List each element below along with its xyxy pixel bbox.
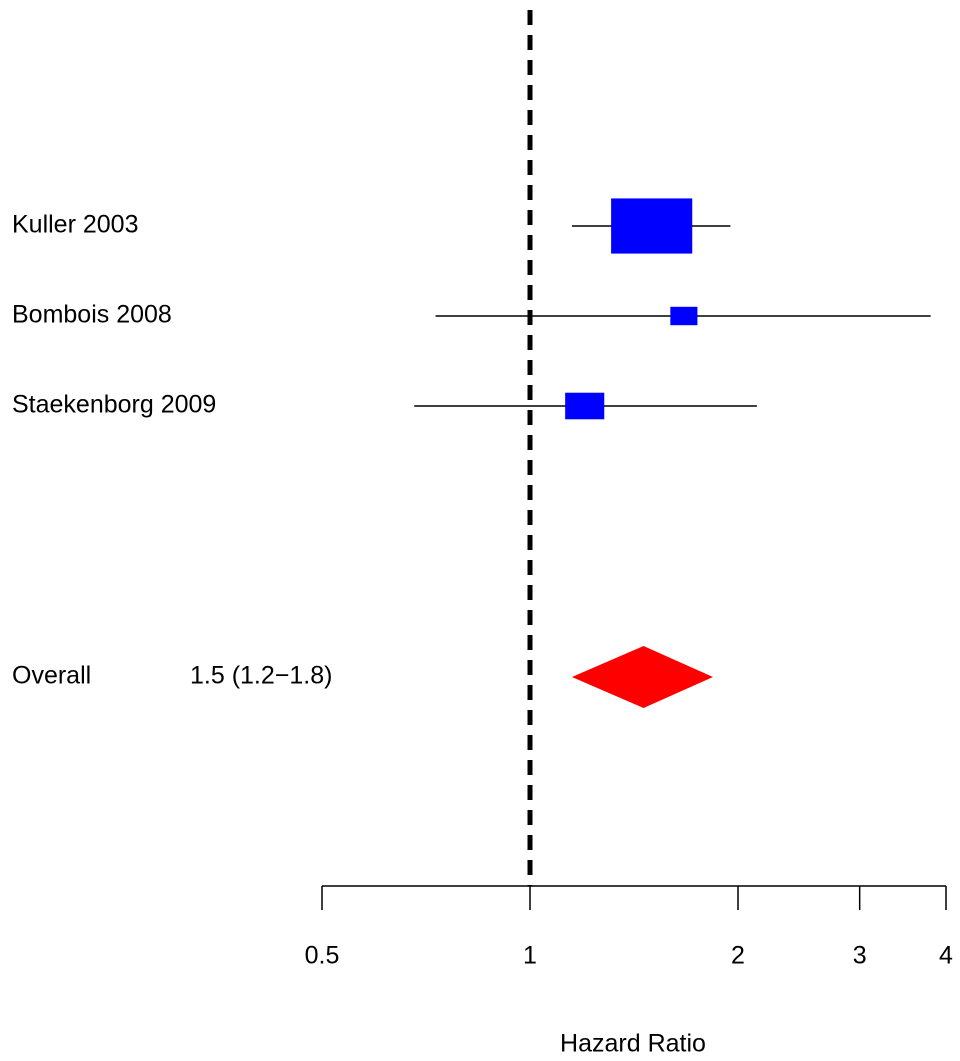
study-box <box>670 306 698 326</box>
x-tick-label: 0.5 <box>305 942 340 970</box>
x-tick-label: 2 <box>731 942 745 970</box>
x-tick-label: 1 <box>523 942 537 970</box>
overall-label: Overall <box>12 662 91 690</box>
x-tick-label: 4 <box>939 942 953 970</box>
x-tick-label: 3 <box>853 942 867 970</box>
study-box <box>565 392 605 420</box>
study-label: Kuller 2003 <box>12 211 138 239</box>
overall-value-label: 1.5 (1.2−1.8) <box>190 662 332 690</box>
overall-diamond <box>571 646 713 708</box>
study-label: Bombois 2008 <box>12 301 172 329</box>
x-axis-title: Hazard Ratio <box>560 1030 706 1058</box>
study-label: Staekenborg 2009 <box>12 391 216 419</box>
study-box <box>611 198 693 254</box>
